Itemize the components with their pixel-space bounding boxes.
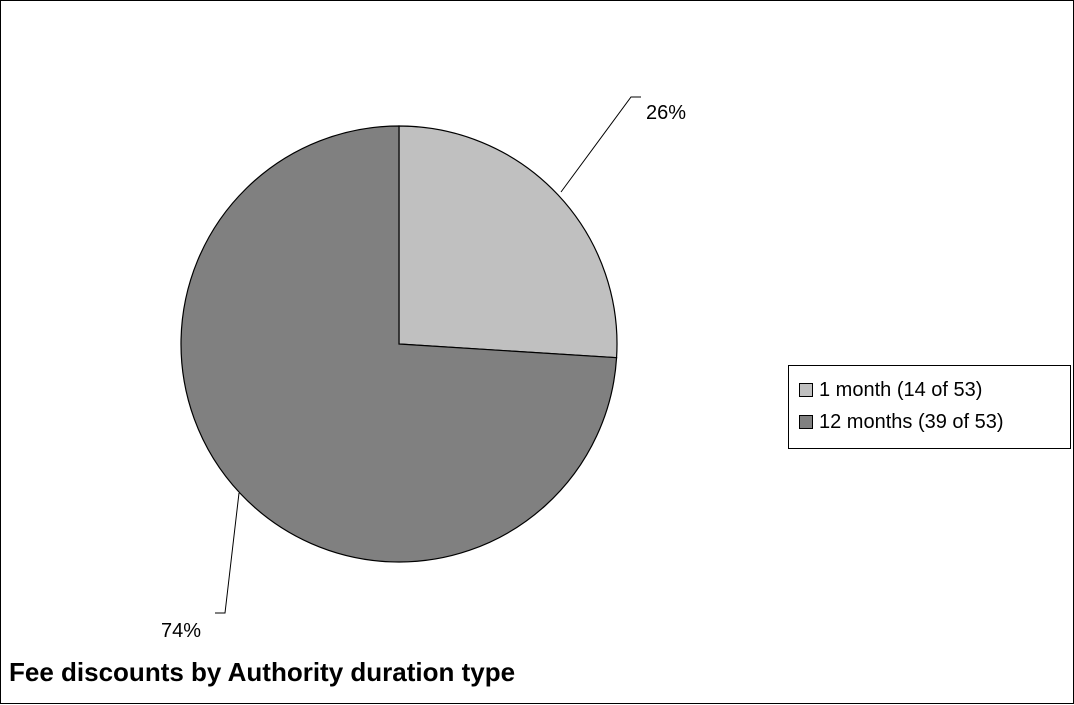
leader-line-1-month <box>560 96 641 193</box>
legend-label-1-month: 1 month (14 of 53) <box>819 378 983 401</box>
pie-slice-12-months <box>180 125 618 563</box>
chart-title: Fee discounts by Authority duration type <box>9 657 516 687</box>
legend-swatch-1-month <box>799 383 813 397</box>
pie-slice-1-month <box>398 125 618 359</box>
legend-item-12-months: 12 months (39 of 53) <box>799 406 1070 438</box>
leader-line-12-months <box>215 492 240 614</box>
data-label-1-month: 26% <box>646 102 686 124</box>
legend-item-1-month: 1 month (14 of 53) <box>799 374 1070 406</box>
legend: 1 month (14 of 53) 12 months (39 of 53) <box>788 365 1071 449</box>
legend-swatch-12-months <box>799 415 813 429</box>
data-label-12-months: 74% <box>161 620 201 642</box>
legend-label-12-months: 12 months (39 of 53) <box>819 410 1004 433</box>
